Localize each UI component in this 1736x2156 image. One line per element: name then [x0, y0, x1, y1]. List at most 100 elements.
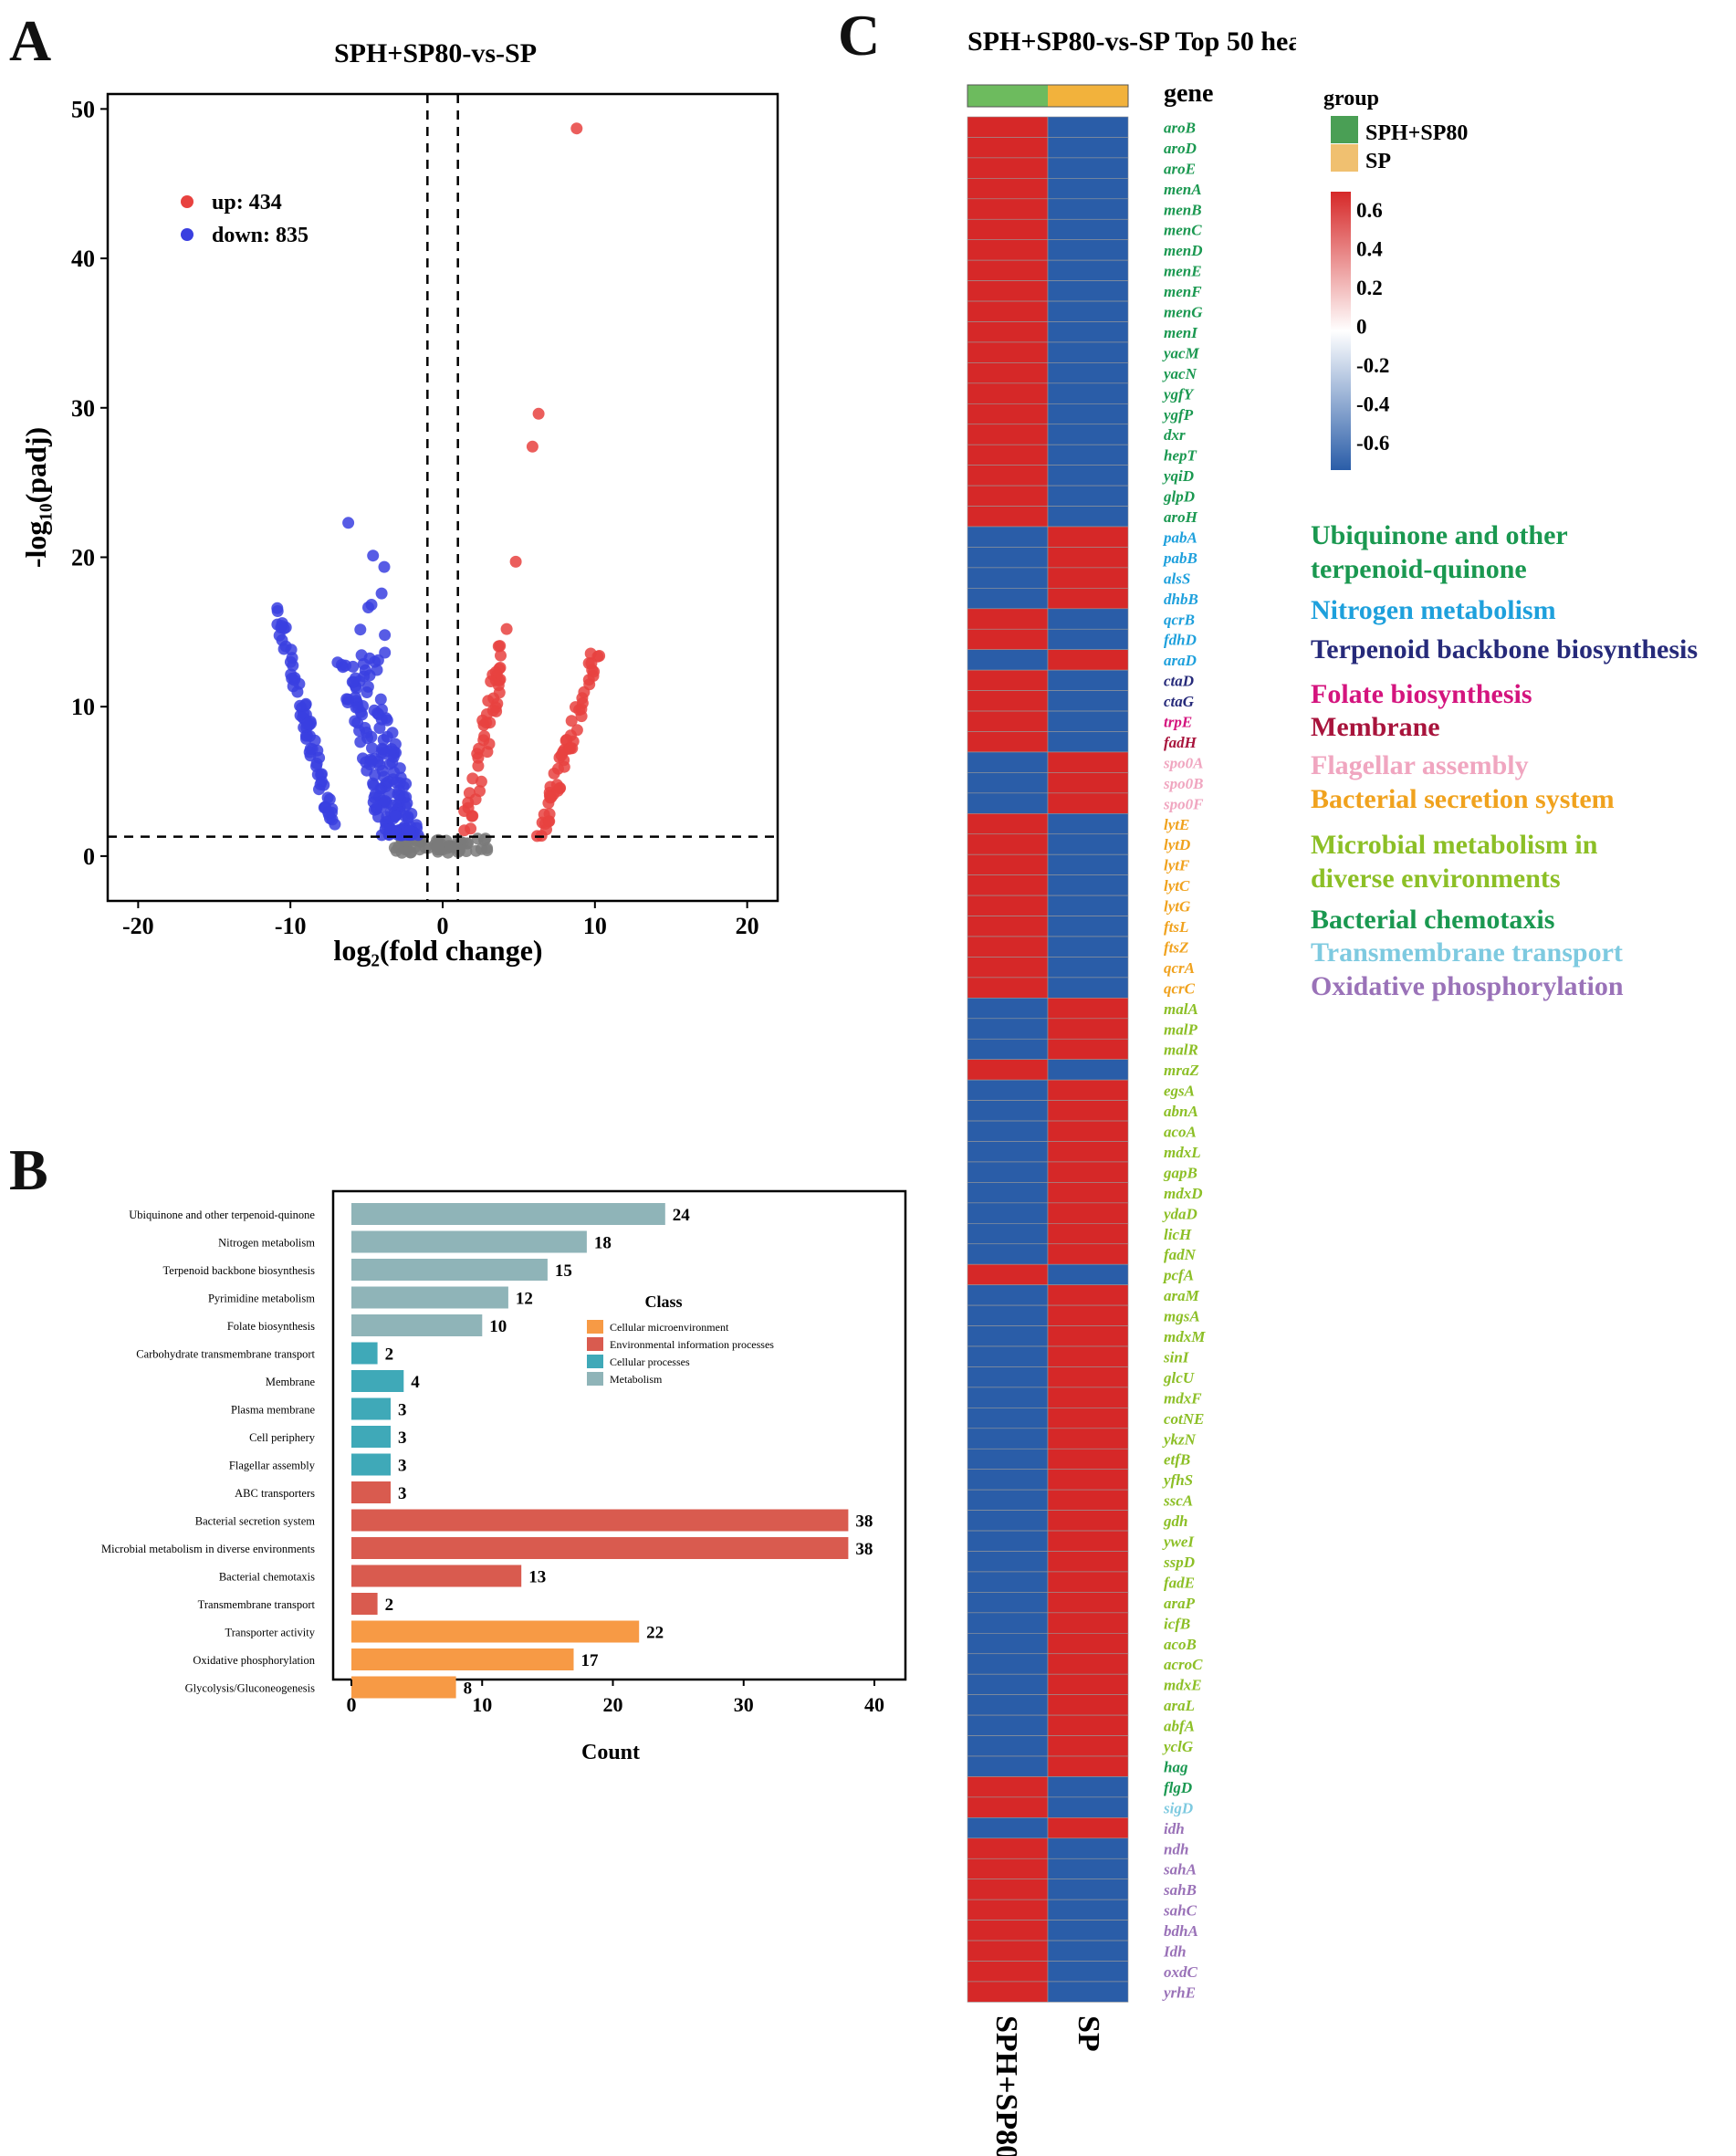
heatmap-cell — [1047, 588, 1129, 610]
color-scale-tick-label: 0.2 — [1356, 277, 1383, 299]
volcano-point-up — [532, 407, 545, 420]
heatmap-cell — [967, 116, 1049, 138]
heatmap-cell — [967, 792, 1049, 814]
volcano-point-up — [575, 710, 588, 723]
bar-category-label: Transporter activity — [225, 1627, 316, 1639]
volcano-point-down — [381, 730, 393, 743]
heatmap-title: SPH+SP80-vs-SP Top 50 heatmap — [967, 26, 1296, 57]
heatmap-gene-label: spo0B — [1163, 775, 1203, 792]
heatmap-cell — [967, 444, 1049, 466]
heatmap-gene-label: araL — [1164, 1697, 1195, 1714]
heatmap-gene-label: gdh — [1163, 1512, 1187, 1530]
heatmap-cell — [1047, 1141, 1129, 1163]
heatmap-cell — [967, 690, 1049, 712]
volcano-point-up — [564, 742, 577, 755]
volcano-point-down — [367, 549, 380, 562]
heatmap-legend: group SPH+SP80 SP 0.6 0.4 0.2 0 -0.2 -0.4 -0.6 — [1323, 87, 1468, 470]
heatmap-cell — [1047, 465, 1129, 487]
heatmap-cell — [967, 280, 1049, 302]
volcano-point-up — [500, 623, 513, 635]
heatmap-cell — [967, 300, 1049, 322]
color-scale-tick-label: -0.2 — [1356, 354, 1389, 377]
bar — [351, 1203, 665, 1225]
volcano-point-up — [494, 640, 507, 653]
volcano-point-down — [379, 646, 392, 659]
heatmap-cell — [1047, 812, 1129, 835]
heatmap-cell — [967, 403, 1049, 425]
bar-category-label: Pyrimidine metabolism — [208, 1293, 315, 1305]
heatmap-cell — [1047, 1633, 1129, 1655]
heatmap-cell — [1047, 1120, 1129, 1142]
heatmap-cell — [967, 1387, 1049, 1408]
bar-legend-label: Cellular processes — [610, 1355, 690, 1368]
heatmap-gene-label: menA — [1164, 181, 1202, 198]
heatmap-gene-label: qcrA — [1164, 959, 1195, 977]
bar-legend-label: Environmental information processes — [610, 1338, 774, 1351]
pathway-category-label: Transmembrane transport — [1311, 937, 1623, 968]
heatmap-gene-label: glpD — [1163, 488, 1195, 506]
heatmap-gene-label: mraZ — [1164, 1062, 1199, 1079]
panel-letter-a: A — [9, 8, 52, 73]
heatmap-cell — [1047, 1858, 1129, 1880]
heatmap-gene-label: sspD — [1163, 1554, 1195, 1571]
heatmap-cell — [967, 1920, 1049, 1941]
heatmap-cell — [967, 1694, 1049, 1716]
volcano-xlabel: log₂(fold change) — [333, 934, 542, 967]
heatmap-gene-label: idh — [1164, 1820, 1185, 1837]
heatmap-gene-label: ndh — [1164, 1840, 1188, 1858]
color-scale-tick-label: 0 — [1356, 316, 1367, 339]
heatmap-cell — [967, 916, 1049, 937]
x-tick-label: 0 — [437, 913, 449, 939]
heatmap-column-label-1: SPH+SP80 — [989, 2015, 1023, 2156]
heatmap-cell — [967, 1633, 1049, 1655]
panel-letter-b: B — [9, 1137, 48, 1202]
heatmap-cell — [1047, 1263, 1129, 1285]
heatmap-gene-label: Idh — [1163, 1943, 1187, 1961]
volcano-point-down — [382, 775, 395, 788]
bar-value-label: 10 — [489, 1317, 507, 1336]
volcano-point-down — [383, 758, 396, 770]
heatmap-cell — [1047, 1920, 1129, 1941]
bar-value-label: 3 — [398, 1457, 407, 1476]
heatmap-gene-label: menI — [1164, 324, 1198, 341]
volcano-point-down — [374, 693, 387, 706]
bar — [351, 1397, 391, 1420]
bar-value-label: 13 — [528, 1568, 546, 1587]
heatmap-cell — [1047, 751, 1129, 773]
volcano-title: SPH+SP80-vs-SP — [334, 38, 537, 68]
heatmap-cell — [1047, 1100, 1129, 1122]
heatmap-gene-label: menC — [1164, 222, 1202, 239]
heatmap-cell — [967, 649, 1049, 671]
pathway-category-label: terpenoid-quinone — [1311, 554, 1527, 584]
heatmap-cell — [1047, 362, 1129, 384]
volcano-point-down — [309, 734, 321, 747]
bar-category-label: Transmembrane transport — [198, 1598, 316, 1611]
bar — [351, 1370, 404, 1392]
heatmap-cell — [1047, 1530, 1129, 1552]
heatmap-gene-label: malA — [1164, 1000, 1198, 1018]
heatmap-gene-label: lytF — [1164, 857, 1190, 874]
pathway-bar-chart: Ubiquinone and other terpenoid-quinone 24… — [101, 1189, 907, 1764]
bar-axis: 0 10 20 30 40 — [347, 1680, 884, 1716]
heatmap-cell — [967, 1100, 1049, 1122]
heatmap-gene-label: sahC — [1163, 1902, 1197, 1920]
heatmap-cell — [967, 424, 1049, 445]
heatmap-cell — [1047, 1489, 1129, 1511]
heatmap-cell — [1047, 1243, 1129, 1265]
bar-category-label: Carbohydrate transmembrane transport — [136, 1348, 315, 1361]
volcano-point-up — [576, 692, 589, 705]
pathway-category-label: Ubiquinone and other — [1311, 520, 1568, 550]
heatmap-cell — [1047, 259, 1129, 281]
heatmap-cell — [967, 1981, 1049, 2003]
bar-value-label: 17 — [581, 1651, 600, 1670]
volcano-point-down — [319, 801, 331, 813]
heatmap-cell — [967, 1796, 1049, 1818]
volcano-point-up — [593, 650, 606, 662]
heatmap-cell — [1047, 1387, 1129, 1408]
heatmap-cell — [1047, 1776, 1129, 1798]
heatmap-cell — [967, 1776, 1049, 1798]
volcano-point-up — [526, 440, 539, 453]
volcano-point-down — [379, 629, 392, 642]
heatmap-cell — [967, 465, 1049, 487]
heatmap-cell — [1047, 218, 1129, 241]
